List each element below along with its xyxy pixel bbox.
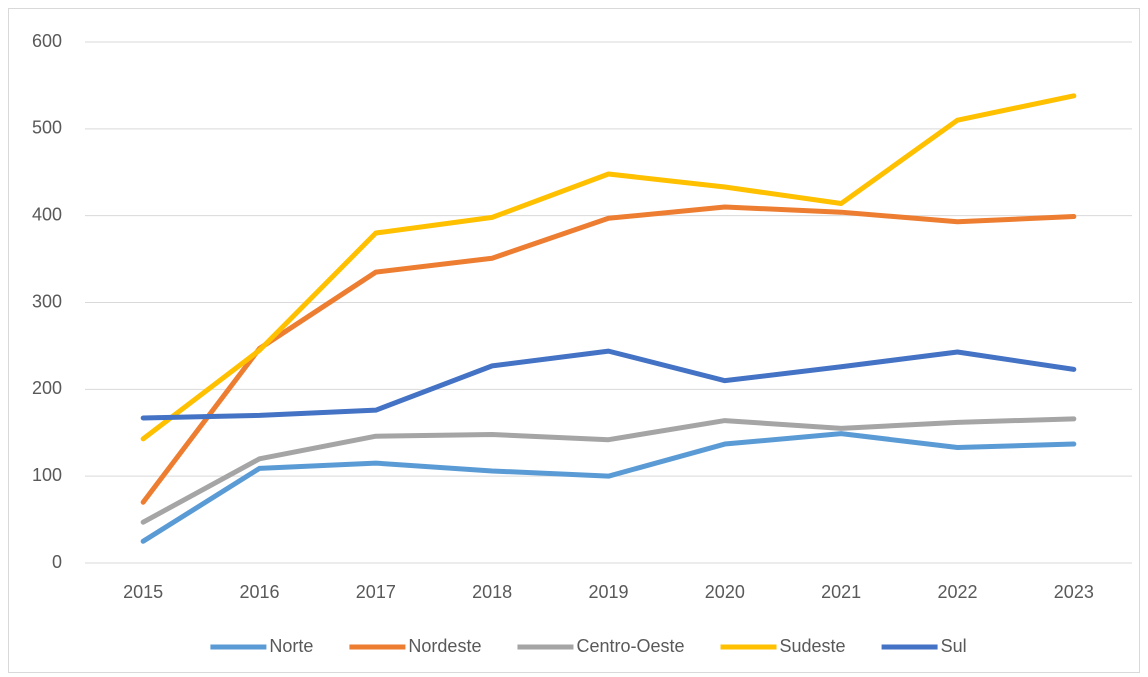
legend-label: Sudeste (780, 636, 846, 656)
legend-item: Centro-Oeste (517, 636, 685, 656)
y-tick-label: 600 (32, 31, 62, 51)
x-tick-label: 2018 (472, 582, 512, 602)
y-tick-label: 400 (32, 204, 62, 224)
x-tick-label: 2016 (239, 582, 279, 602)
legend-label: Norte (269, 636, 313, 656)
series-line (140, 93, 1077, 442)
x-tick-label: 2023 (1054, 582, 1094, 602)
x-tick-label: 2020 (705, 582, 745, 602)
series-line (140, 204, 1077, 505)
x-tick-label: 2022 (937, 582, 977, 602)
legend-item: Sudeste (720, 636, 846, 656)
series-line (140, 348, 1077, 421)
legend-item: Nordeste (349, 636, 481, 656)
x-tick-label: 2017 (356, 582, 396, 602)
legend-label: Centro-Oeste (576, 636, 684, 656)
legend-item: Norte (210, 636, 313, 656)
x-tick-label: 2019 (588, 582, 628, 602)
x-tick-label: 2015 (123, 582, 163, 602)
y-tick-label: 500 (32, 118, 62, 138)
chart-frame (8, 8, 1140, 673)
y-tick-label: 100 (32, 465, 62, 485)
y-tick-label: 200 (32, 378, 62, 398)
series-line (140, 416, 1077, 525)
y-tick-label: 300 (32, 291, 62, 311)
series-line (140, 431, 1077, 544)
x-tick-label: 2021 (821, 582, 861, 602)
y-tick-label: 0 (52, 552, 62, 572)
legend-label: Nordeste (408, 636, 481, 656)
legend-item: Sul (881, 636, 967, 656)
legend-label: Sul (941, 636, 967, 656)
